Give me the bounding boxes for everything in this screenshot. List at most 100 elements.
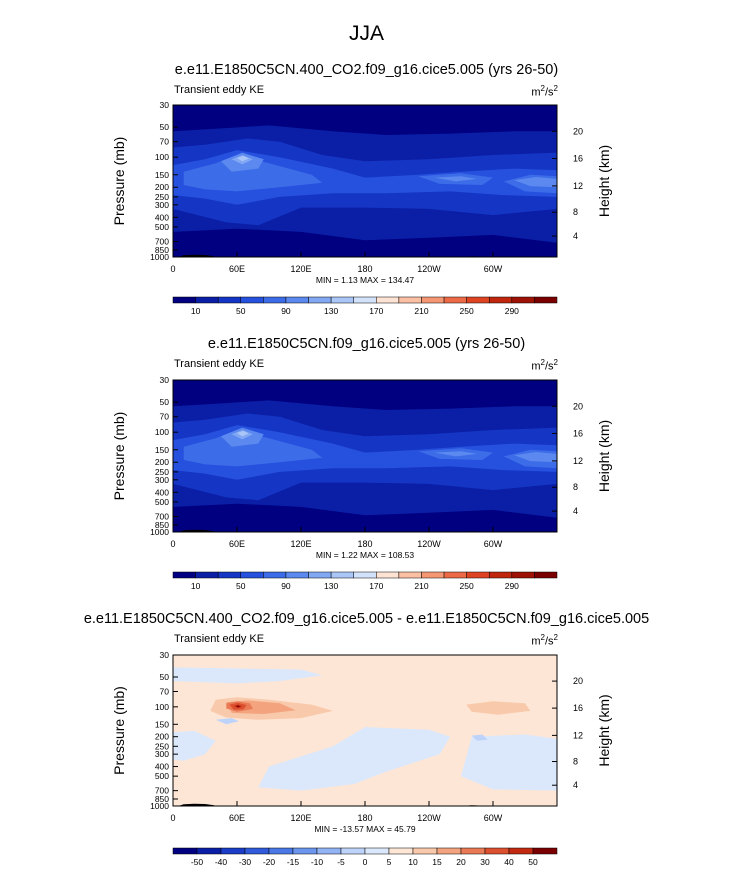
colorbar-swatch (268, 847, 294, 855)
colorbar-swatch (285, 571, 309, 579)
y-tick-label: 50 (160, 672, 170, 682)
y-tick-label: 150 (155, 170, 169, 180)
colorbar-swatch (443, 296, 467, 304)
colorbar-swatch (340, 847, 366, 855)
x-tick-label: 60W (484, 264, 503, 274)
terrain-mask (178, 529, 216, 532)
x-tick-label: 60E (229, 539, 245, 549)
panel-2-colorbar: 10 50 90 130 170 210 250 290 (172, 571, 558, 591)
colorbar-swatch (330, 296, 354, 304)
y-tick-label: 200 (155, 732, 169, 742)
x-tick-label: 120W (417, 813, 441, 823)
colorbar-label: 170 (369, 306, 383, 316)
colorbar-label: 50 (528, 857, 538, 867)
y-tick-label: 400 (155, 487, 169, 497)
colorbar-swatch (172, 847, 198, 855)
page-title: JJA (348, 22, 384, 45)
contour-region (237, 430, 249, 437)
colorbar-label: 210 (414, 581, 428, 591)
contour-region (434, 451, 477, 457)
y-tick-label: 700 (155, 786, 169, 796)
colorbar-label: 0 (363, 857, 368, 867)
colorbar-label: 5 (387, 857, 392, 867)
colorbar-swatch (534, 571, 558, 579)
y-axis-label: Pressure (mb) (111, 412, 127, 501)
panel-3-field-label: Transient eddy KE (174, 633, 265, 645)
colorbar-swatch (511, 571, 535, 579)
y-tick-label: 70 (160, 686, 170, 696)
y-tick-label: 150 (155, 719, 169, 729)
colorbar-swatch (353, 296, 377, 304)
y-tick-label: 50 (160, 122, 170, 132)
x-tick-label: 60E (229, 813, 245, 823)
colorbar-swatch (330, 571, 354, 579)
y-tick-label: 1000 (150, 252, 169, 262)
y-right-tick-label: 4 (573, 231, 578, 241)
colorbar-swatch (421, 296, 445, 304)
panel-2-field-label: Transient eddy KE (174, 358, 265, 370)
y-tick-label: 300 (155, 200, 169, 210)
colorbar-swatch (436, 847, 462, 855)
x-tick-label: 120W (417, 264, 441, 274)
panel-1-units: m2/s2 (531, 84, 558, 99)
y-tick-label: 500 (155, 771, 169, 781)
colorbar-label: -50 (191, 857, 204, 867)
terrain-mask (178, 803, 216, 806)
colorbar-label: 90 (281, 306, 291, 316)
contour-region (237, 155, 249, 162)
x-tick-label: 120E (290, 813, 311, 823)
colorbar-label: 30 (480, 857, 490, 867)
y-right-tick-label: 4 (573, 506, 578, 516)
y-tick-label: 1000 (150, 801, 169, 811)
y-right-tick-label: 16 (573, 703, 583, 713)
y-tick-label: 700 (155, 237, 169, 247)
colorbar-label: 50 (236, 306, 246, 316)
colorbar-swatch (484, 847, 510, 855)
colorbar-label: 130 (324, 581, 338, 591)
y-right-tick-label: 4 (573, 780, 578, 790)
colorbar-swatch (172, 571, 196, 579)
contour-region (466, 701, 531, 715)
y-tick-label: 100 (155, 427, 169, 437)
colorbar-swatch (376, 571, 400, 579)
y-right-tick-label: 16 (573, 428, 583, 438)
y-tick-label: 200 (155, 457, 169, 467)
colorbar-label: -30 (239, 857, 252, 867)
contour-region (461, 734, 557, 791)
colorbar-label: 10 (191, 581, 201, 591)
colorbar-label: 250 (460, 581, 474, 591)
panel-1-title: e.e11.E1850C5CN.400_CO2.f09_g16.cice5.00… (174, 62, 559, 78)
y-axis-label: Pressure (mb) (111, 137, 127, 226)
x-tick-label: 0 (170, 813, 175, 823)
colorbar-label: 10 (408, 857, 418, 867)
y-tick-label: 70 (160, 412, 170, 422)
y-tick-label: 700 (155, 512, 169, 522)
x-tick-label: 60E (229, 264, 245, 274)
colorbar-label: 210 (414, 306, 428, 316)
y-right-axis-label: Height (km) (596, 694, 612, 766)
colorbar-swatch (488, 296, 513, 304)
colorbar-swatch (364, 847, 390, 855)
colorbar-label: -20 (263, 857, 276, 867)
colorbar-swatch (511, 296, 535, 304)
y-tick-label: 500 (155, 497, 169, 507)
y-tick-label: 250 (155, 192, 169, 202)
x-tick-label: 180 (357, 264, 372, 274)
colorbar-swatch (240, 571, 264, 579)
colorbar-label: -10 (311, 857, 324, 867)
y-right-tick-label: 12 (573, 456, 583, 466)
y-tick-label: 250 (155, 467, 169, 477)
colorbar-label: 40 (504, 857, 514, 867)
colorbar-swatch (443, 571, 467, 579)
min-max-stats: MIN = 1.22 MAX = 108.53 (316, 550, 415, 560)
panel-1-field-label: Transient eddy KE (174, 84, 265, 96)
y-tick-label: 100 (155, 152, 169, 162)
colorbar-label: 15 (432, 857, 442, 867)
colorbar-label: 290 (505, 306, 519, 316)
y-right-tick-label: 8 (573, 757, 578, 767)
contour-region (235, 705, 241, 708)
y-right-axis-label: Height (km) (596, 420, 612, 492)
y-right-tick-label: 12 (573, 181, 583, 191)
